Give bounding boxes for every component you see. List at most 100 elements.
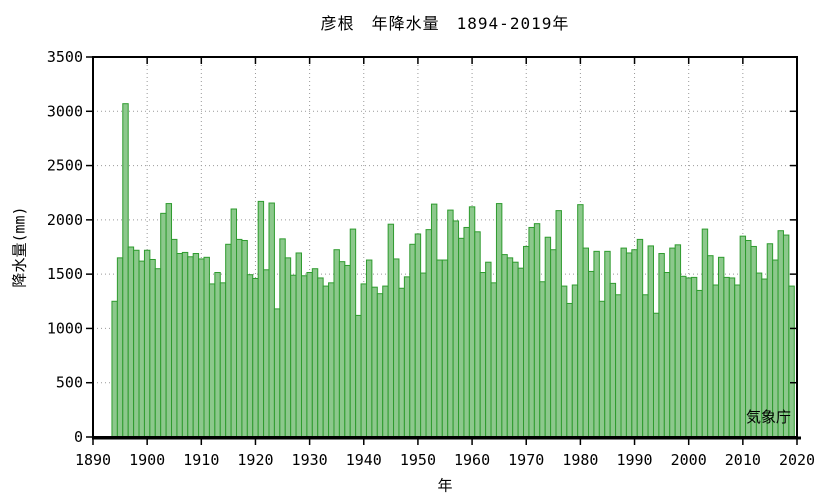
bar-1921: [257, 200, 265, 438]
bar-1964: [490, 282, 497, 438]
bar-1988: [620, 247, 627, 438]
bar-1965: [495, 203, 503, 438]
bar-1932: [317, 277, 324, 438]
bar-1954: [436, 259, 443, 438]
bar-1999: [680, 275, 687, 438]
bar-1985: [604, 250, 611, 438]
bar-1899: [138, 260, 145, 438]
bar-1971: [528, 226, 535, 438]
y-tick-label: 3000: [47, 102, 83, 120]
bar-1961: [474, 231, 481, 438]
bar-1903: [160, 212, 167, 438]
bar-1925: [279, 238, 286, 438]
x-tick-label: 1960: [454, 451, 490, 469]
bar-1917: [236, 238, 243, 438]
bar-1934: [328, 282, 335, 438]
bar-1968: [512, 261, 519, 438]
bar-1982: [588, 270, 595, 438]
bar-2009: [734, 284, 741, 438]
x-tick-label: 1940: [346, 451, 382, 469]
bar-1898: [133, 249, 140, 438]
bar-1900: [143, 249, 151, 438]
bar-1894: [111, 300, 118, 438]
bar-1957: [452, 220, 460, 438]
y-tick-label: 0: [74, 428, 83, 446]
bar-1924: [273, 308, 281, 438]
bar-1959: [463, 226, 470, 438]
bar-1984: [598, 300, 606, 438]
bar-1980: [577, 204, 584, 438]
bar-1935: [333, 249, 340, 438]
bar-1993: [647, 245, 654, 438]
x-tick-label: 2010: [725, 451, 761, 469]
y-tick-label: 2000: [47, 211, 83, 229]
bar-1955: [441, 259, 449, 438]
bar-2006: [717, 256, 725, 438]
x-tick-label: 1910: [183, 451, 219, 469]
bar-1966: [501, 254, 508, 438]
bar-1927: [290, 274, 297, 438]
x-tick-label: 1920: [237, 451, 273, 469]
bar-1962: [479, 272, 487, 438]
bar-1918: [241, 239, 248, 438]
bar-1915: [225, 243, 232, 438]
bar-1926: [284, 257, 292, 438]
bar-1981: [582, 247, 590, 438]
bar-1942: [371, 286, 378, 438]
bar-1970: [523, 245, 530, 438]
bar-1919: [246, 274, 254, 438]
bar-1931: [311, 268, 319, 438]
bar-1907: [181, 251, 189, 438]
bar-1979: [571, 284, 579, 438]
bar-1953: [430, 203, 438, 438]
bar-1922: [263, 269, 270, 438]
bar-1914: [219, 282, 227, 438]
x-tick-label: 1990: [616, 451, 652, 469]
bar-1950: [414, 233, 422, 438]
bar-2007: [723, 276, 730, 438]
bar-1994: [652, 312, 660, 438]
bar-1920: [252, 277, 259, 438]
bar-1905: [171, 238, 178, 438]
x-tick-label: 1980: [562, 451, 598, 469]
x-tick-label: 2000: [671, 451, 707, 469]
bar-1933: [322, 285, 330, 438]
bar-2010: [739, 235, 747, 438]
bar-2004: [707, 255, 714, 438]
bar-1923: [268, 202, 275, 438]
bar-1987: [615, 294, 622, 438]
bar-1928: [295, 252, 302, 438]
bar-1929: [300, 275, 308, 438]
bar-1938: [349, 228, 357, 438]
bar-1998: [674, 244, 682, 438]
bar-1972: [533, 223, 541, 438]
bar-1901: [149, 258, 156, 438]
bar-1904: [165, 203, 173, 438]
bar-1967: [506, 257, 514, 438]
bar-1910: [198, 258, 205, 438]
bar-1991: [636, 238, 644, 438]
bar-1936: [338, 261, 346, 438]
bar-1896: [122, 103, 129, 438]
x-tick-label: 1890: [75, 451, 111, 469]
bar-2003: [701, 228, 709, 438]
bar-1997: [669, 247, 676, 438]
bar-1944: [382, 285, 389, 438]
x-tick-label: 1970: [508, 451, 544, 469]
bar-1958: [458, 237, 465, 438]
bar-1947: [398, 287, 405, 438]
bar-1983: [593, 250, 600, 438]
bar-1908: [187, 256, 194, 438]
bar-2000: [685, 277, 692, 438]
bar-2002: [696, 289, 703, 438]
y-tick-label: 1000: [47, 319, 83, 337]
bar-1902: [154, 268, 162, 438]
bar-1989: [625, 252, 633, 438]
x-tick-label: 1930: [292, 451, 328, 469]
y-tick-label: 3500: [47, 48, 83, 66]
bar-1963: [485, 261, 492, 438]
bar-1990: [631, 249, 638, 438]
bar-1946: [393, 258, 400, 438]
